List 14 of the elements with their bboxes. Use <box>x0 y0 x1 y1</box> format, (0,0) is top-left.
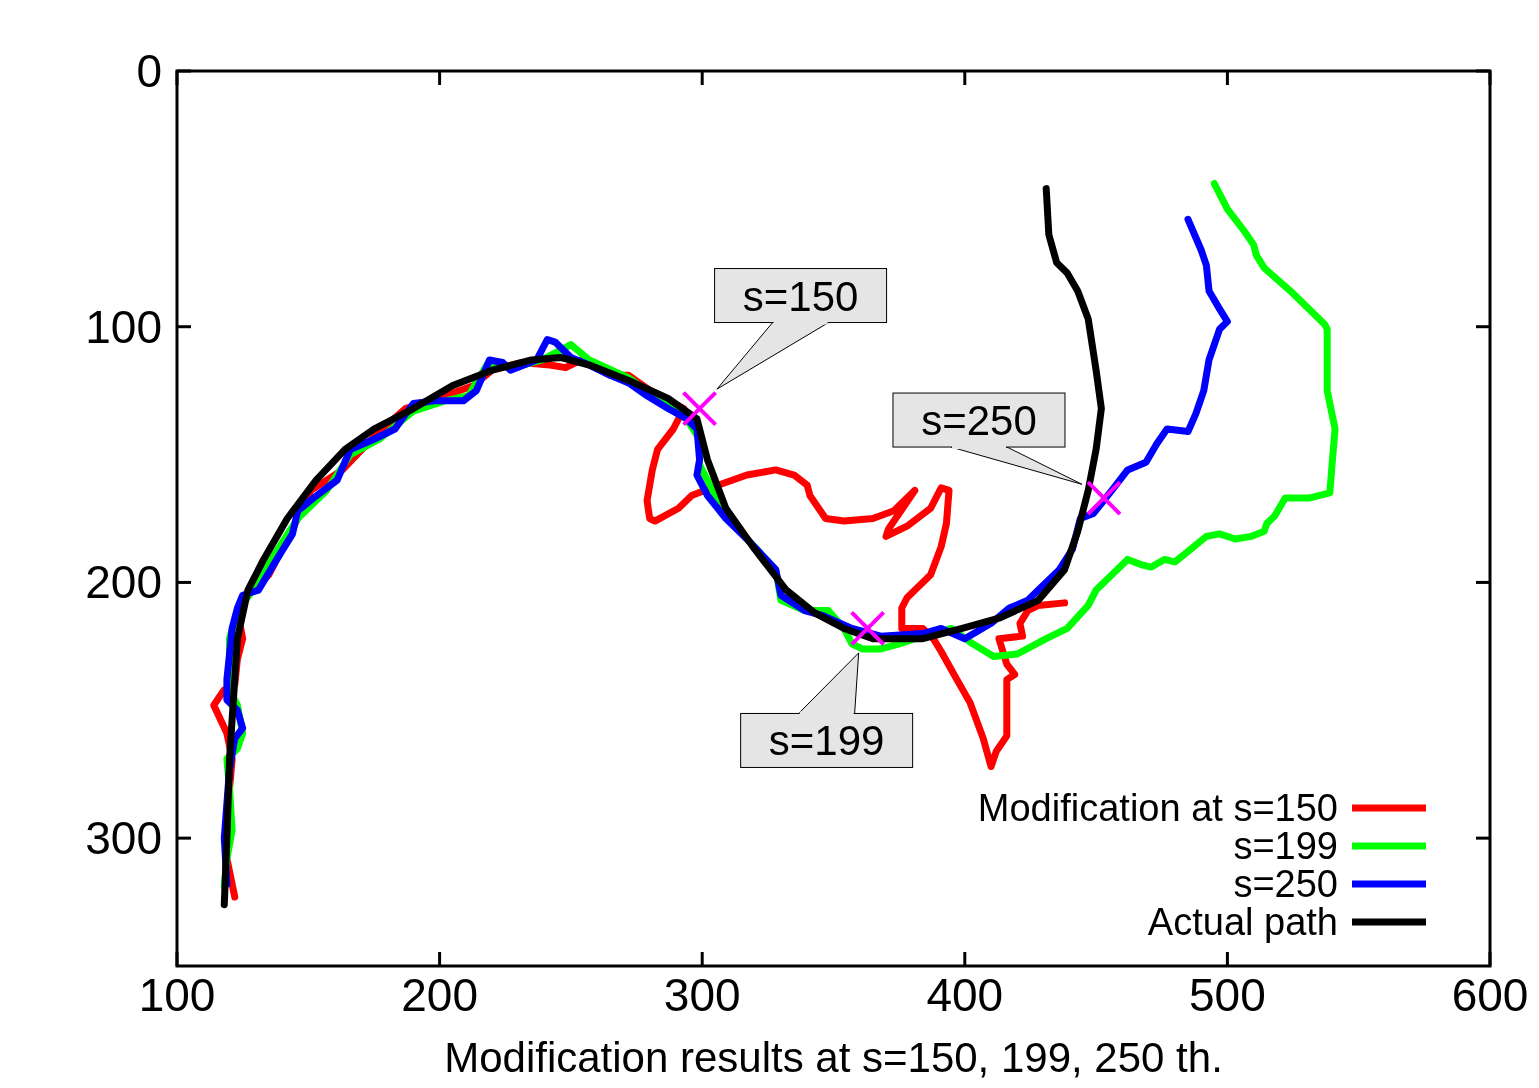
y-tick-label: 100 <box>85 300 162 353</box>
x-tick-label: 300 <box>663 969 741 1021</box>
x-tick-label: 600 <box>1451 969 1529 1021</box>
x-axis-title: Modification results at s=150, 199, 250 th. <box>444 1034 1223 1081</box>
x-tick-label: 200 <box>401 969 478 1021</box>
annotation: s=250 <box>921 397 1037 445</box>
x-tick-label: 500 <box>1189 969 1266 1021</box>
y-tick-label: 200 <box>85 556 162 609</box>
x-tick-label: 400 <box>926 969 1004 1021</box>
y-tick-label: 0 <box>136 45 162 97</box>
annotation: s=150 <box>742 272 859 320</box>
x-tick-label: 100 <box>138 969 216 1021</box>
annotation: s=199 <box>768 717 885 765</box>
y-tick-label: 300 <box>85 812 162 865</box>
